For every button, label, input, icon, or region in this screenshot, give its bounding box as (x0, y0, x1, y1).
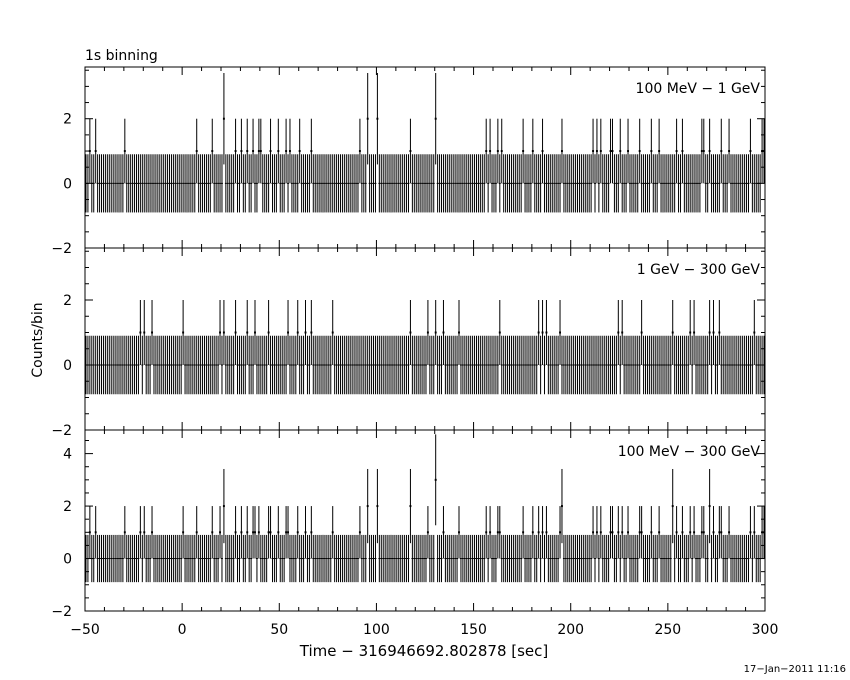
panel-frame (84, 429, 766, 612)
panel-1: −2 0 2 100 MeV − 1 GeV (51, 66, 766, 257)
x-tick-label: 250 (654, 622, 681, 638)
y-tick-label: −2 (51, 604, 72, 620)
binning-label: 1s binning (85, 48, 158, 64)
panel-3: −2 0 2 4 100 MeV − 300 GeV (51, 429, 766, 620)
y-tick-label: 4 (63, 447, 72, 463)
timestamp: 17−Jan−2011 11:16 (744, 664, 846, 675)
panel-marks (85, 73, 765, 213)
x-tick-label: 0 (178, 622, 187, 638)
y-tick-label: −2 (51, 423, 72, 439)
x-tick-label: 300 (752, 622, 779, 638)
x-tick-label: 200 (557, 622, 584, 638)
panel-2: −2 0 2 1 GeV − 300 GeV (51, 247, 766, 439)
panel-energy-label: 100 MeV − 1 GeV (636, 81, 761, 97)
panel-marks (85, 300, 765, 395)
y-tick-label: 0 (63, 176, 72, 192)
x-axis-tick-labels: −50 0 50 100 150 200 250 300 (70, 622, 778, 638)
y-tick-label: 2 (63, 293, 72, 309)
y-tick-label: −2 (51, 241, 72, 257)
panel-energy-label: 1 GeV − 300 GeV (637, 262, 761, 278)
y-tick-label: 0 (63, 358, 72, 374)
x-tick-label: 50 (270, 622, 288, 638)
y-tick-label: 0 (63, 552, 72, 568)
x-tick-label: 150 (460, 622, 487, 638)
y-tick-label: 2 (63, 112, 72, 128)
y-tick-label: 2 (63, 499, 72, 515)
y-axis-label: Counts/bin (30, 302, 46, 377)
x-tick-label: 100 (363, 622, 390, 638)
panel-energy-label: 100 MeV − 300 GeV (618, 444, 761, 460)
x-tick-label: −50 (70, 622, 100, 638)
panel-marks (85, 434, 765, 583)
x-axis-label: Time − 316946692.802878 [sec] (299, 642, 549, 660)
